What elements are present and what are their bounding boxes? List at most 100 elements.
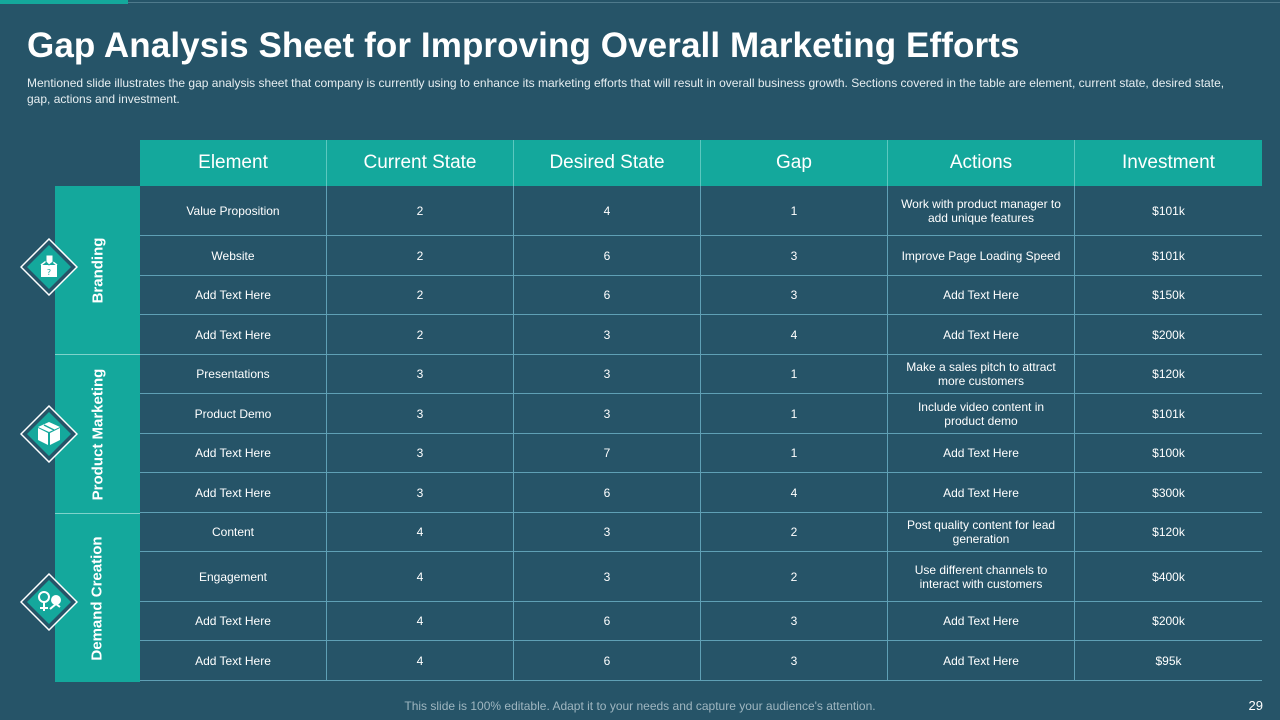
top-divider-line: [128, 2, 1280, 3]
cell-investment: $300k: [1152, 485, 1185, 500]
gap-analysis-table: Element Current State Desired State Gap …: [140, 140, 1262, 681]
price-tag-box-icon: ?: [20, 238, 78, 296]
cell-investment: $95k: [1155, 653, 1182, 668]
cell-element: Engagement: [140, 552, 327, 601]
cell-gap: 3: [701, 641, 888, 680]
cell-actions: Add Text Here: [888, 641, 1075, 680]
cell-gap: 4: [701, 315, 888, 354]
table-row: Presentations 3 3 1 Make a sales pitch to at…: [140, 355, 1262, 394]
cell-actions: Use different channels to interact with …: [888, 552, 1075, 601]
cell-gap: 3: [701, 236, 888, 275]
table-row: Add Text Here 3 6 4 Add Text Here $300k: [140, 473, 1262, 513]
table-row: Add Text Here 2 6 3 Add Text Here $150k: [140, 276, 1262, 315]
cell-investment: $100k: [1152, 446, 1185, 460]
cell-gap: 2: [701, 552, 888, 601]
cell-desired-state: 6: [514, 641, 701, 680]
product-boxes-icon: [20, 405, 78, 463]
table-row: Content 4 3 2 Post quality content for lead …: [140, 513, 1262, 552]
cell-current-state: 3: [327, 394, 514, 433]
cell-actions: Add Text Here: [888, 473, 1075, 512]
header-actions: Actions: [888, 140, 1075, 186]
svg-text:?: ?: [47, 268, 51, 277]
cell-element: Add Text Here: [140, 641, 327, 680]
cell-gap: 4: [701, 473, 888, 512]
cell-gap: 1: [701, 355, 888, 393]
cell-desired-state: 4: [514, 186, 701, 235]
table-row: Website 2 6 3 Improve Page Loading Speed $101…: [140, 236, 1262, 276]
header-investment: Investment: [1122, 152, 1215, 173]
cell-investment: $101k: [1152, 203, 1185, 218]
cell-actions: Post quality content for lead generation: [888, 513, 1075, 551]
top-accent-bar: [0, 0, 128, 4]
footer-note: This slide is 100% editable. Adapt it to…: [404, 699, 876, 713]
target-growth-icon: [20, 573, 78, 631]
table-header-row: Element Current State Desired State Gap …: [140, 140, 1262, 186]
table-body: Value Proposition 2 4 1 Work with product ma…: [140, 186, 1262, 681]
header-desired-state: Desired State: [514, 140, 701, 186]
cell-actions: Add Text Here: [888, 602, 1075, 640]
table-row: Product Demo 3 3 1 Include video content in …: [140, 394, 1262, 434]
cell-element: Add Text Here: [140, 315, 327, 354]
cell-gap: 1: [701, 394, 888, 433]
cell-investment: $101k: [1152, 248, 1185, 263]
cell-investment: $200k: [1152, 614, 1185, 628]
category-label: Product Marketing: [89, 368, 106, 500]
page-title: Gap Analysis Sheet for Improving Overall…: [27, 26, 1020, 65]
cell-desired-state: 3: [514, 355, 701, 393]
cell-element: Add Text Here: [140, 434, 327, 472]
table-row: Value Proposition 2 4 1 Work with product ma…: [140, 186, 1262, 236]
cell-element: Add Text Here: [140, 473, 327, 512]
cell-actions: Make a sales pitch to attract more custo…: [888, 355, 1075, 393]
cell-actions: Work with product manager to add unique …: [888, 186, 1075, 235]
header-element: Element: [140, 140, 327, 186]
cell-investment: $400k: [1152, 569, 1185, 584]
cell-desired-state: 3: [514, 552, 701, 601]
cell-desired-state: 3: [514, 513, 701, 551]
cell-element: Content: [140, 513, 327, 551]
cell-element: Add Text Here: [140, 602, 327, 640]
table-row: Engagement 4 3 2 Use different channels to i…: [140, 552, 1262, 602]
cell-investment: $101k: [1152, 406, 1185, 421]
cell-gap: 1: [701, 434, 888, 472]
cell-current-state: 4: [327, 602, 514, 640]
cell-desired-state: 6: [514, 236, 701, 275]
cell-current-state: 4: [327, 641, 514, 680]
page-subtitle: Mentioned slide illustrates the gap anal…: [27, 76, 1225, 106]
table-row: Add Text Here 3 7 1 Add Text Here $100k: [140, 434, 1262, 473]
cell-actions: Include video content in product demo: [888, 394, 1075, 433]
cell-gap: 1: [701, 186, 888, 235]
cell-element: Product Demo: [140, 394, 327, 433]
cell-actions: Add Text Here: [888, 315, 1075, 354]
cell-current-state: 3: [327, 473, 514, 512]
cell-current-state: 3: [327, 355, 514, 393]
cell-investment: $120k: [1152, 367, 1185, 381]
cell-investment: $120k: [1152, 525, 1185, 539]
cell-actions: Add Text Here: [888, 434, 1075, 472]
header-gap: Gap: [701, 140, 888, 186]
cell-desired-state: 6: [514, 276, 701, 314]
cell-gap: 3: [701, 602, 888, 640]
cell-current-state: 4: [327, 513, 514, 551]
cell-gap: 3: [701, 276, 888, 314]
cell-desired-state: 3: [514, 394, 701, 433]
cell-desired-state: 3: [514, 315, 701, 354]
header-current-state: Current State: [327, 140, 514, 186]
page-number: 29: [1248, 698, 1263, 713]
cell-current-state: 4: [327, 552, 514, 601]
cell-desired-state: 7: [514, 434, 701, 472]
cell-current-state: 2: [327, 236, 514, 275]
category-label: Branding: [89, 237, 106, 303]
table-row: Add Text Here 4 6 3 Add Text Here $200k: [140, 602, 1262, 641]
cell-desired-state: 6: [514, 602, 701, 640]
cell-element: Value Proposition: [140, 186, 327, 235]
cell-current-state: 2: [327, 276, 514, 314]
table-row: Add Text Here 2 3 4 Add Text Here $200k: [140, 315, 1262, 355]
cell-element: Website: [140, 236, 327, 275]
cell-desired-state: 6: [514, 473, 701, 512]
cell-current-state: 2: [327, 186, 514, 235]
cell-investment: $200k: [1152, 327, 1185, 342]
category-label: Demand Creation: [89, 535, 107, 661]
cell-element: Presentations: [140, 355, 327, 393]
cell-current-state: 3: [327, 434, 514, 472]
cell-current-state: 2: [327, 315, 514, 354]
